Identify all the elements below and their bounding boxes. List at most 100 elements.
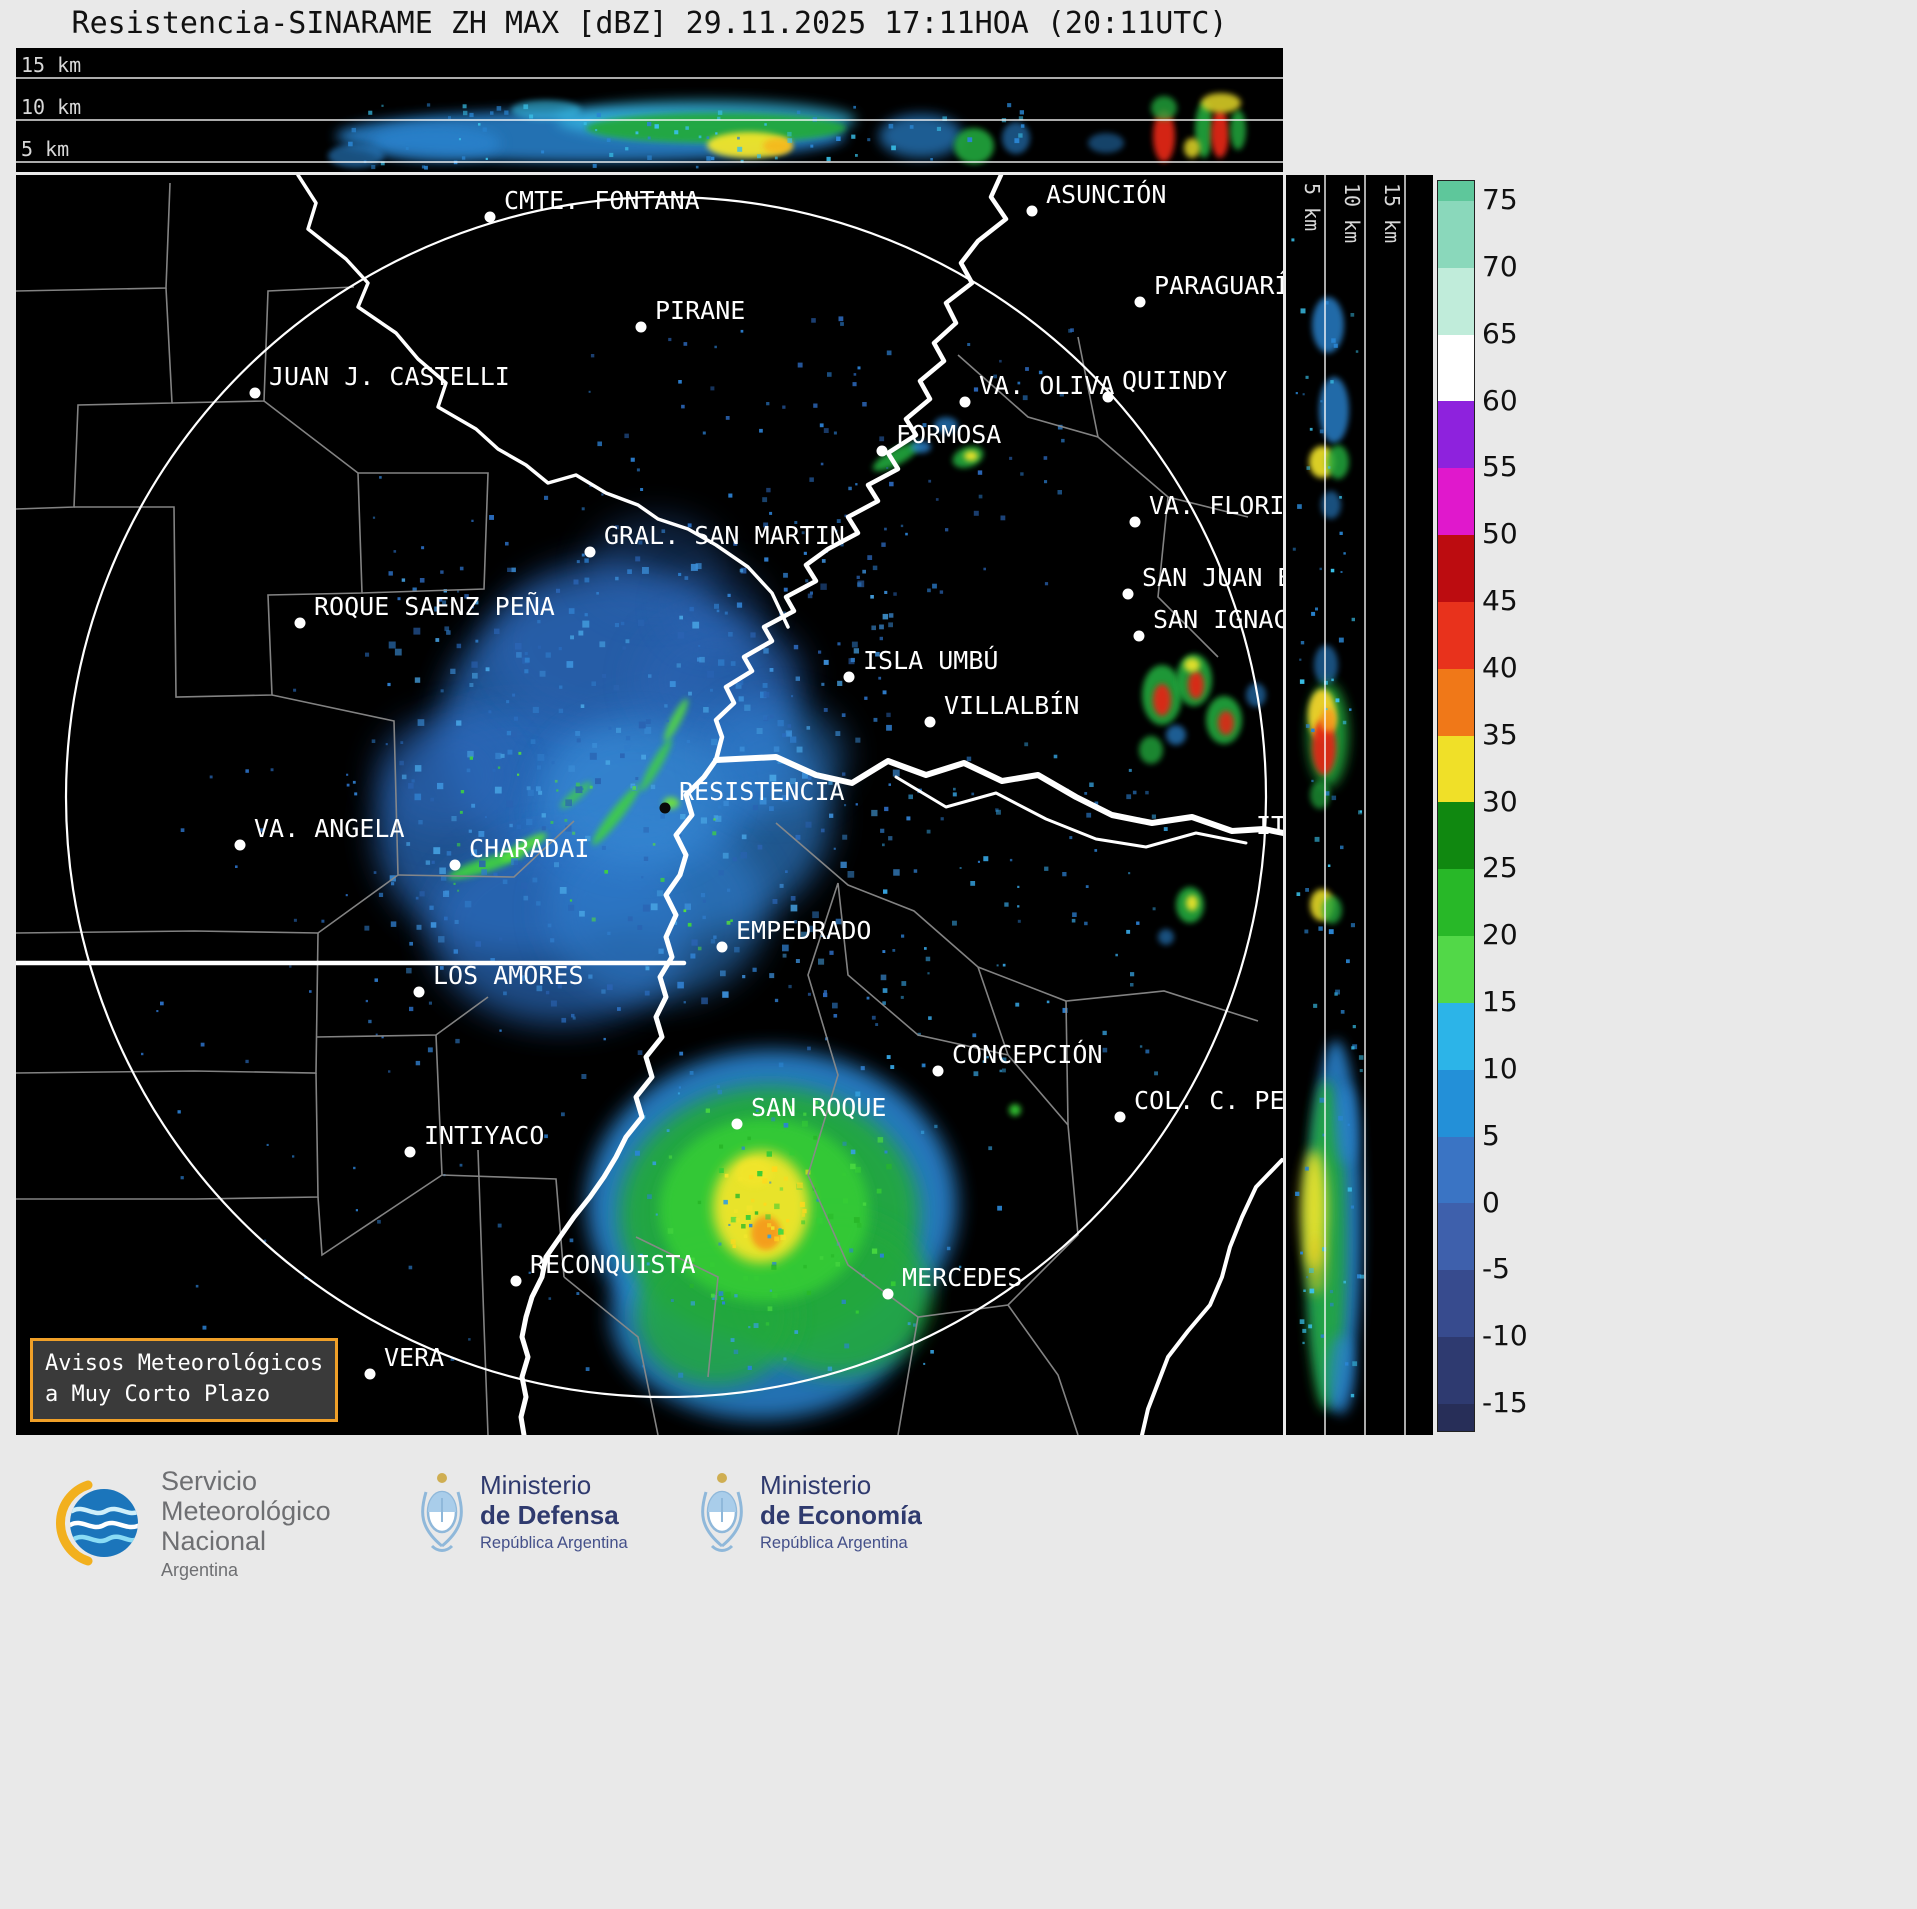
radar-speckle	[558, 708, 564, 714]
radar-speckle	[763, 522, 769, 528]
radar-speckle	[502, 879, 508, 885]
radar-echo-blob	[501, 833, 547, 861]
radar-speckle	[550, 1000, 557, 1007]
radar-speckle	[1319, 567, 1322, 571]
radar-speckle	[575, 786, 583, 794]
radar-speckle	[691, 939, 698, 946]
radar-speckle	[1325, 301, 1329, 305]
radar-speckle	[456, 720, 462, 726]
radar-speckle	[1305, 888, 1309, 892]
radar-speckle	[401, 578, 406, 582]
radar-speckle	[730, 1338, 735, 1342]
colorbar-band	[1438, 1002, 1474, 1070]
city-dot	[404, 1146, 416, 1158]
radar-speckle	[521, 882, 528, 889]
radar-speckle	[802, 772, 809, 779]
radar-speckle	[492, 768, 496, 772]
radar-speckle	[430, 922, 437, 928]
radar-speckle	[581, 507, 585, 511]
ministerio-defensa-logo[interactable]: Ministerio de Defensa República Argentin…	[418, 1470, 628, 1554]
crest-sun	[437, 1473, 447, 1483]
radar-speckle	[601, 845, 606, 850]
radar-speckle-layer-right	[1291, 238, 1365, 1398]
radar-speckle	[523, 895, 529, 901]
radar-speckle	[527, 789, 534, 796]
radar-speckle	[471, 661, 478, 668]
radar-speckle	[841, 1299, 846, 1304]
city-label: SAN IGNACIO	[1153, 605, 1283, 634]
radar-speckle	[1357, 1274, 1362, 1279]
radar-speckle	[655, 1213, 658, 1216]
radar-speckle	[596, 112, 601, 118]
radar-speckle	[1303, 1289, 1306, 1292]
radar-speckle	[757, 154, 761, 159]
defensa-line-3: República Argentina	[480, 1534, 628, 1553]
radar-speckle	[818, 958, 825, 965]
radar-speckle	[771, 1166, 778, 1172]
city-label: QUIINDY	[1122, 366, 1227, 395]
radar-speckle	[774, 1236, 779, 1242]
radar-speckle	[450, 668, 456, 674]
colorbar-band	[1438, 1270, 1474, 1338]
radar-speckle	[575, 731, 581, 736]
ministerio-economia-logo[interactable]: Ministerio de Economía República Argenti…	[698, 1470, 922, 1554]
radar-speckle	[700, 893, 706, 898]
radar-echo-blob	[1230, 110, 1246, 150]
advisory-box[interactable]: Avisos Meteorológicos a Muy Corto Plazo	[30, 1338, 339, 1422]
radar-speckle	[843, 1198, 849, 1204]
radar-speckle	[754, 1275, 759, 1281]
radar-speckle	[635, 131, 639, 135]
radar-speckle	[952, 792, 957, 797]
city-dot	[716, 941, 728, 953]
radar-speckle	[739, 746, 745, 752]
radar-speckle	[882, 690, 887, 695]
radar-speckle	[481, 869, 487, 875]
radar-speckle	[850, 1163, 856, 1170]
radar-speckle	[945, 528, 949, 532]
radar-speckle	[759, 428, 763, 433]
radar-speckle	[855, 154, 858, 157]
radar-speckle	[750, 632, 756, 638]
radar-speckle	[656, 890, 663, 897]
radar-speckle	[835, 731, 841, 736]
radar-speckle	[762, 683, 768, 688]
radar-speckle	[556, 588, 561, 593]
smn-logo[interactable]: Servicio Meteorológico Nacional Argentin…	[52, 1466, 331, 1581]
colorbar-tick-label: 75	[1482, 182, 1518, 216]
radar-speckle	[589, 752, 597, 760]
radar-speckle	[793, 920, 798, 924]
radar-speckle	[901, 981, 907, 986]
radar-speckle	[641, 876, 644, 879]
radar-speckle	[375, 1033, 378, 1036]
radar-speckle	[459, 1163, 463, 1167]
radar-speckle	[924, 947, 927, 950]
city-label: SAN ROQUE	[751, 1093, 886, 1122]
radar-speckle	[807, 992, 811, 996]
parana-river-braid	[894, 775, 1248, 849]
radar-speckle	[493, 872, 498, 877]
radar-speckle	[536, 985, 543, 992]
radar-speckle	[803, 551, 807, 555]
radar-speckle	[1139, 1045, 1143, 1048]
radar-speckle	[767, 1306, 773, 1312]
radar-speckle	[1002, 1068, 1006, 1073]
radar-speckle	[984, 1046, 988, 1051]
radar-speckle	[790, 736, 797, 743]
colorbar-tick-label: 60	[1482, 383, 1518, 417]
radar-speckle	[678, 834, 682, 838]
radar-speckle	[683, 1001, 686, 1004]
height-label-15km-right: 15 km	[1380, 183, 1404, 243]
radar-speckle	[627, 569, 632, 574]
radar-speckle	[783, 1357, 787, 1361]
radar-speckle	[997, 1205, 1002, 1211]
radar-speckle	[769, 806, 774, 811]
radar-speckle	[599, 641, 606, 648]
radar-speckle	[906, 816, 911, 821]
city-label: COL. C. PELLEGRINI	[1134, 1086, 1283, 1115]
radar-speckle	[762, 1173, 768, 1179]
radar-speckle	[710, 688, 713, 692]
radar-speckle	[614, 623, 619, 628]
radar-speckle	[769, 1181, 772, 1184]
colorbar-tick-label: 15	[1482, 984, 1518, 1018]
radar-speckle	[764, 123, 767, 126]
